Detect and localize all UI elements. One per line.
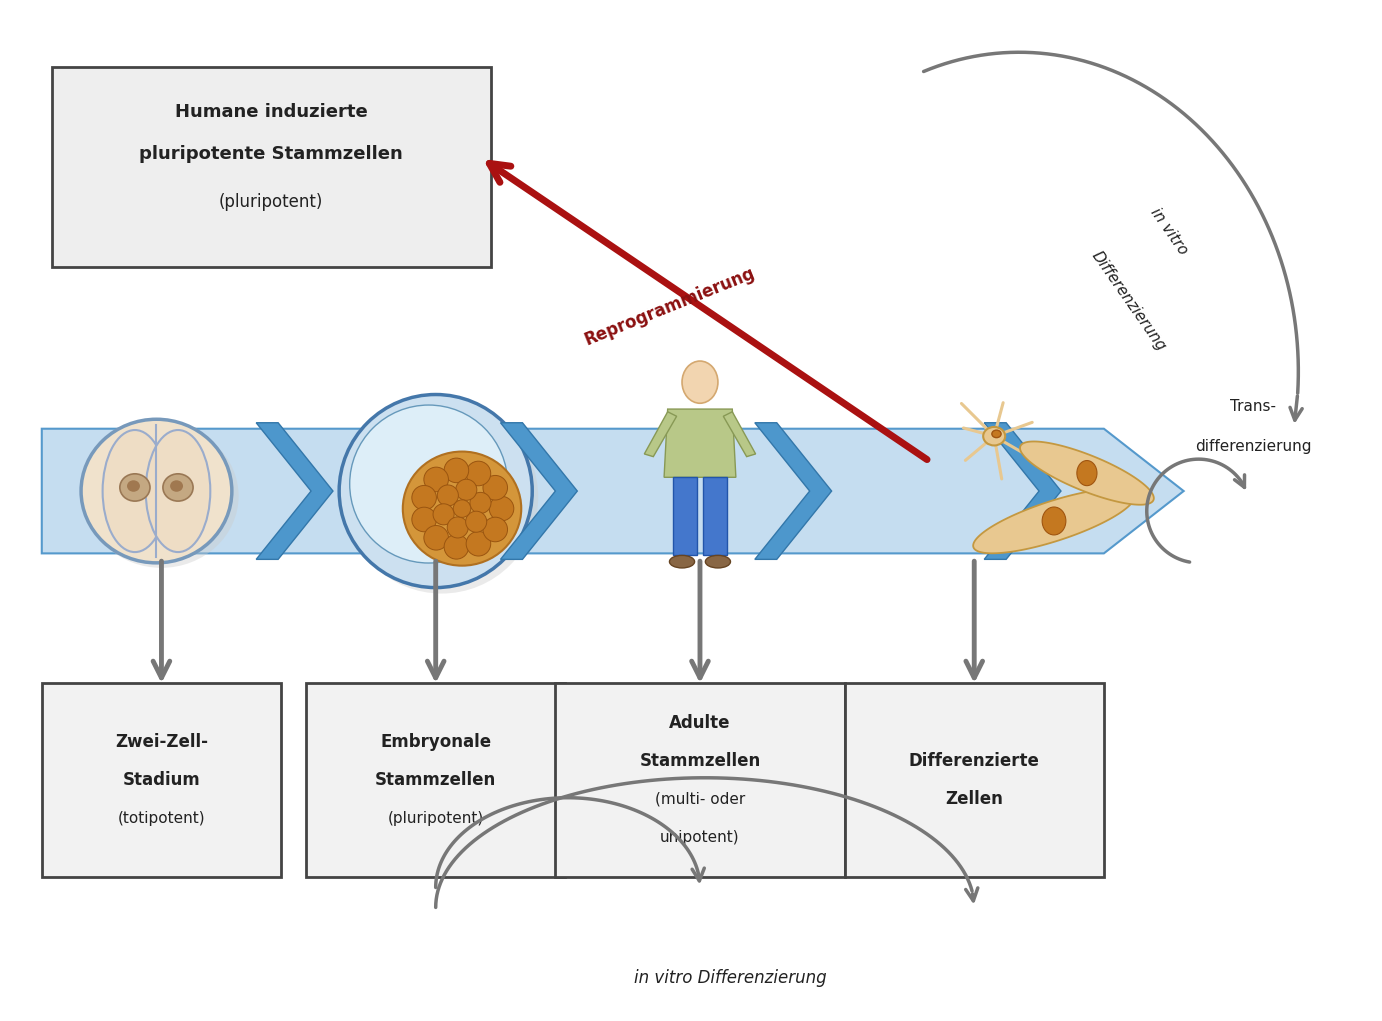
Text: Zwei-Zell-: Zwei-Zell- [115, 733, 207, 751]
Ellipse shape [145, 430, 210, 552]
Circle shape [444, 535, 468, 560]
Polygon shape [644, 411, 677, 456]
Ellipse shape [163, 474, 193, 501]
Polygon shape [755, 423, 832, 560]
FancyBboxPatch shape [844, 683, 1104, 877]
FancyBboxPatch shape [305, 683, 565, 877]
Polygon shape [41, 429, 1183, 553]
Polygon shape [702, 477, 727, 555]
Circle shape [466, 461, 491, 486]
Ellipse shape [120, 474, 151, 501]
Polygon shape [500, 423, 578, 560]
Ellipse shape [705, 555, 731, 568]
Polygon shape [673, 477, 698, 555]
FancyBboxPatch shape [41, 683, 281, 877]
Text: Embryonale: Embryonale [380, 733, 491, 751]
Circle shape [489, 496, 514, 521]
Circle shape [453, 500, 471, 518]
Text: Differenzierte: Differenzierte [909, 752, 1039, 770]
Ellipse shape [346, 400, 538, 593]
FancyBboxPatch shape [556, 683, 844, 877]
Circle shape [444, 458, 468, 483]
Text: pluripotente Stammzellen: pluripotente Stammzellen [140, 145, 404, 163]
Text: Stammzellen: Stammzellen [640, 752, 760, 770]
Circle shape [437, 485, 459, 506]
Text: Reprogrammierung: Reprogrammierung [582, 264, 757, 349]
Text: (multi- oder: (multi- oder [655, 791, 745, 807]
Polygon shape [984, 423, 1061, 560]
Ellipse shape [1042, 507, 1066, 535]
Ellipse shape [84, 425, 239, 568]
Text: in vitro Differenzierung: in vitro Differenzierung [633, 969, 826, 986]
Circle shape [424, 468, 448, 492]
Circle shape [466, 532, 491, 556]
Circle shape [482, 476, 507, 500]
Circle shape [412, 507, 437, 532]
Circle shape [470, 492, 491, 514]
Polygon shape [665, 409, 735, 477]
Circle shape [433, 503, 455, 525]
Text: (pluripotent): (pluripotent) [218, 193, 323, 211]
Polygon shape [723, 411, 756, 456]
Circle shape [412, 485, 437, 510]
Polygon shape [1020, 441, 1154, 504]
Text: Trans-: Trans- [1230, 399, 1277, 414]
FancyBboxPatch shape [51, 67, 491, 266]
Ellipse shape [1077, 460, 1097, 486]
Ellipse shape [350, 405, 507, 563]
Ellipse shape [170, 480, 182, 492]
Text: in vitro: in vitro [1147, 205, 1190, 258]
Ellipse shape [82, 420, 232, 563]
Circle shape [456, 479, 477, 500]
Text: (pluripotent): (pluripotent) [387, 811, 484, 826]
Circle shape [448, 517, 468, 538]
Ellipse shape [992, 430, 1001, 438]
Text: Differenzierung: Differenzierung [1089, 249, 1169, 354]
Circle shape [482, 518, 507, 542]
Ellipse shape [102, 430, 167, 552]
Text: Stammzellen: Stammzellen [375, 771, 496, 789]
Polygon shape [973, 489, 1135, 553]
Ellipse shape [402, 451, 521, 566]
Text: Zellen: Zellen [945, 790, 1003, 809]
Circle shape [466, 512, 486, 532]
Ellipse shape [669, 555, 695, 568]
Ellipse shape [983, 427, 1005, 445]
Polygon shape [256, 423, 333, 560]
Text: Adulte: Adulte [669, 715, 731, 732]
Ellipse shape [683, 361, 717, 403]
Text: (totipotent): (totipotent) [117, 811, 206, 826]
Text: unipotent): unipotent) [661, 830, 739, 844]
Text: Stadium: Stadium [123, 771, 200, 789]
Ellipse shape [127, 480, 140, 492]
Circle shape [424, 526, 448, 550]
Ellipse shape [339, 394, 532, 588]
Text: differenzierung: differenzierung [1195, 439, 1312, 453]
Text: Humane induzierte: Humane induzierte [174, 103, 368, 121]
